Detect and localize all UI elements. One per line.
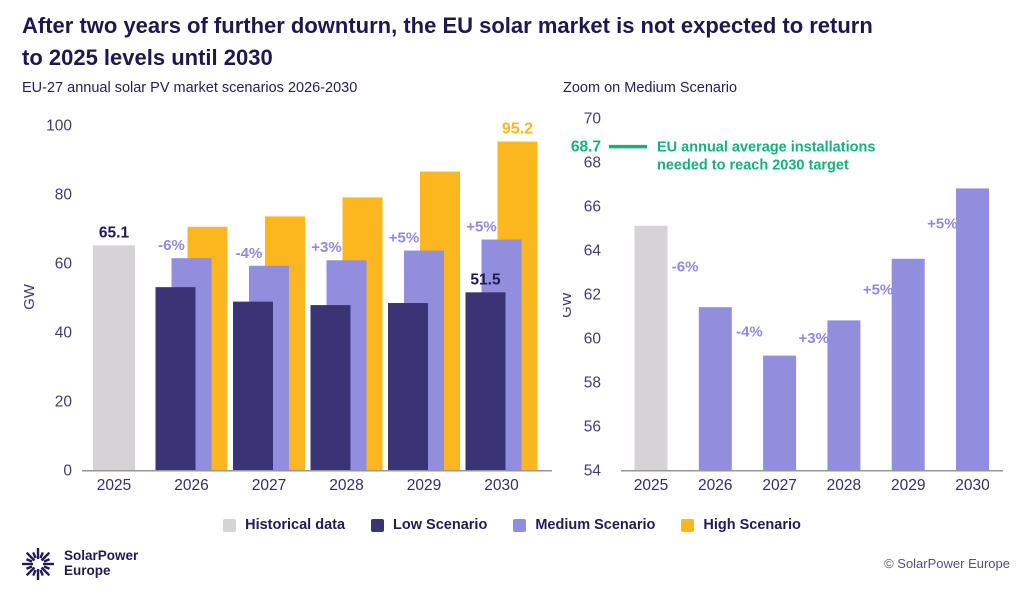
x-label-2029: 2029 bbox=[407, 477, 441, 494]
y-tick-label: 62 bbox=[584, 287, 601, 304]
sunburst-spoke bbox=[25, 551, 36, 562]
y-tick-label: 54 bbox=[584, 463, 602, 480]
pct-label-2026: -6% bbox=[672, 259, 699, 276]
value-label-65.1: 65.1 bbox=[99, 224, 130, 241]
pct-label-2027: -4% bbox=[236, 245, 263, 262]
legend-label: Low Scenario bbox=[393, 517, 488, 533]
x-label-2028: 2028 bbox=[827, 477, 861, 494]
y-tick-label: 20 bbox=[55, 394, 73, 411]
sunburst-icon bbox=[22, 548, 54, 580]
y-tick-label: 70 bbox=[584, 111, 602, 128]
pct-label-2026: -6% bbox=[158, 237, 185, 254]
sunburst-spoke bbox=[40, 566, 51, 577]
solarpower-europe-logo: SolarPower Europe bbox=[20, 546, 138, 582]
bar-2027-medium bbox=[763, 355, 797, 470]
page-title: After two years of further downturn, the… bbox=[22, 10, 962, 74]
bar-2027-low bbox=[233, 301, 273, 470]
legend-item-low: Low Scenario bbox=[371, 517, 487, 533]
logo-text: SolarPower Europe bbox=[64, 548, 139, 579]
bar-2030-medium bbox=[956, 188, 989, 470]
y-tick-label: 80 bbox=[55, 187, 73, 204]
y-axis-title: GW bbox=[563, 291, 575, 318]
bar-2030-low bbox=[465, 292, 506, 470]
target-annotation-line1: EU annual average installations bbox=[657, 140, 875, 156]
y-tick-label: 40 bbox=[55, 325, 73, 342]
y-tick-label: 0 bbox=[63, 463, 72, 480]
legend-swatch-high bbox=[681, 518, 695, 532]
legend-item-high: High Scenario bbox=[681, 517, 801, 533]
sunburst-spoke bbox=[43, 565, 51, 570]
pct-label-2027: -4% bbox=[736, 323, 763, 340]
y-tick-label: 58 bbox=[584, 375, 601, 392]
sunburst-spoke bbox=[39, 551, 44, 559]
x-label-2025: 2025 bbox=[97, 477, 131, 494]
target-value-label: 68.7 bbox=[571, 139, 601, 156]
x-label-2028: 2028 bbox=[329, 477, 363, 494]
y-axis-title: GW bbox=[21, 283, 38, 310]
legend-swatch-low bbox=[371, 518, 385, 532]
right-chart-subtitle: Zoom on Medium Scenario bbox=[563, 80, 738, 96]
left-chart-subtitle: EU-27 annual solar PV market scenarios 2… bbox=[22, 80, 358, 96]
scenarios-bar-chart: 0 20 40 60 80 100 GW 2025 2026 -6% 2027 -4% 2028 +3% 2… bbox=[21, 118, 552, 494]
sunburst-spoke bbox=[25, 565, 33, 570]
sunburst-spoke bbox=[43, 558, 51, 563]
bar-2028-low bbox=[310, 305, 351, 470]
pct-label-2030: +5% bbox=[927, 216, 957, 233]
pct-label-2028: +3% bbox=[311, 239, 341, 256]
bar-2026-medium bbox=[698, 307, 732, 470]
pct-label-2029: +5% bbox=[863, 282, 893, 299]
target-annotation-line2: needed to reach 2030 target bbox=[657, 158, 849, 174]
sunburst-spoke bbox=[25, 566, 36, 577]
value-label-51.5: 51.5 bbox=[470, 271, 501, 288]
bar-2025-historical bbox=[93, 245, 135, 470]
bar-2028-medium bbox=[827, 320, 861, 470]
bar-2029-medium bbox=[891, 258, 925, 470]
logo-text-line1: SolarPower bbox=[64, 548, 139, 564]
y-tick-label: 56 bbox=[584, 419, 601, 436]
x-label-2030: 2030 bbox=[955, 477, 990, 494]
sunburst-spoke bbox=[32, 569, 37, 577]
page-title-line2: to 2025 levels until 2030 bbox=[22, 44, 273, 70]
bar-2029-low bbox=[388, 303, 428, 470]
legend-item-historical: Historical data bbox=[223, 517, 345, 533]
bar-2025-historical bbox=[634, 225, 668, 470]
x-label-2025: 2025 bbox=[634, 477, 668, 494]
y-tick-label: 60 bbox=[55, 256, 73, 273]
sunburst-spoke bbox=[40, 551, 51, 562]
medium-scenario-zoom-chart: 54 56 58 60 62 64 66 68 70 GW 2025 2026 -6% 2027 -4% 20… bbox=[563, 111, 1003, 494]
logo-text-line2: Europe bbox=[64, 563, 111, 578]
legend-label: High Scenario bbox=[703, 517, 801, 533]
sunburst-spoke bbox=[25, 558, 33, 563]
bar-2026-low bbox=[155, 287, 196, 470]
legend-swatch-historical bbox=[223, 518, 237, 532]
page-title-line1: After two years of further downturn, the… bbox=[22, 13, 873, 38]
pct-label-2029: +5% bbox=[389, 230, 419, 247]
y-tick-label: 68 bbox=[584, 155, 601, 172]
legend-item-medium: Medium Scenario bbox=[513, 517, 655, 533]
legend-label: Medium Scenario bbox=[535, 517, 656, 533]
x-label-2030: 2030 bbox=[484, 477, 519, 494]
x-label-2026: 2026 bbox=[698, 477, 732, 494]
legend-label: Historical data bbox=[245, 517, 346, 533]
x-label-2026: 2026 bbox=[174, 477, 208, 494]
y-tick-label: 66 bbox=[584, 199, 601, 216]
y-tick-label: 100 bbox=[46, 118, 72, 135]
value-label-95.2: 95.2 bbox=[502, 121, 533, 138]
chart-legend: Historical data Low Scenario Medium Scen… bbox=[0, 517, 1024, 533]
sunburst-spoke bbox=[39, 569, 44, 577]
pct-label-2030: +5% bbox=[466, 219, 496, 236]
sunburst-spoke bbox=[32, 551, 37, 559]
legend-swatch-medium bbox=[513, 518, 527, 532]
x-label-2027: 2027 bbox=[762, 477, 796, 494]
y-tick-label: 64 bbox=[584, 243, 602, 260]
x-label-2029: 2029 bbox=[891, 477, 925, 494]
copyright-notice: © SolarPower Europe bbox=[884, 556, 1010, 571]
x-label-2027: 2027 bbox=[252, 477, 286, 494]
pct-label-2028: +3% bbox=[799, 330, 829, 347]
y-tick-label: 60 bbox=[584, 331, 602, 348]
